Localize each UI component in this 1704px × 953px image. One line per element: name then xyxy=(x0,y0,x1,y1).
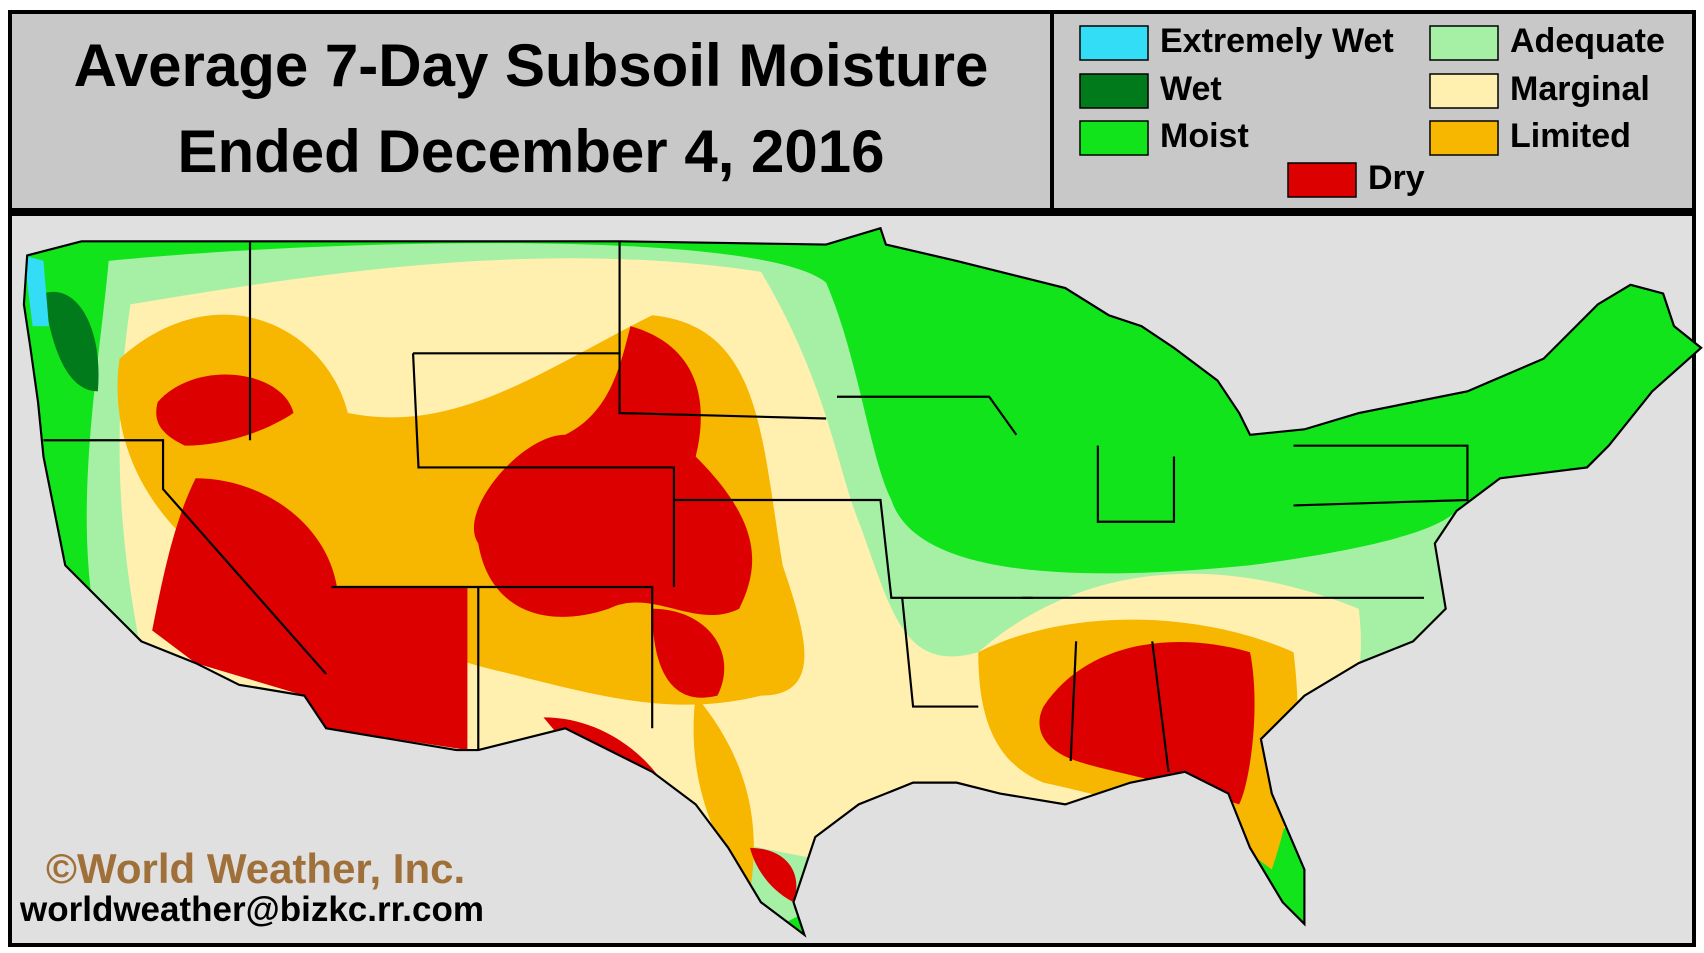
legend-swatch xyxy=(1079,120,1149,156)
legend-box xyxy=(1050,10,1696,212)
email: worldweather@bizkc.rr.com xyxy=(19,890,484,929)
legend-label: Limited xyxy=(1510,117,1631,155)
legend-label: Moist xyxy=(1160,117,1249,155)
dry-area xyxy=(750,847,797,903)
legend-label: Marginal xyxy=(1510,70,1650,108)
legend-swatch xyxy=(1429,120,1499,156)
legend-swatch xyxy=(1079,73,1149,109)
dry-area xyxy=(473,326,753,617)
wet-area xyxy=(43,291,99,392)
dry-area xyxy=(152,478,468,751)
legend-swatch xyxy=(1429,25,1499,61)
dry-area xyxy=(652,608,725,698)
dry-area xyxy=(1039,642,1255,805)
legend-label: Adequate xyxy=(1510,22,1665,60)
extremely-wet-area xyxy=(23,255,49,327)
state-lines xyxy=(43,241,1469,772)
title-line: Average 7-Day Subsoil Moisture xyxy=(74,32,989,99)
legend-label: Wet xyxy=(1160,70,1222,108)
legend: Extremely Wet Wet Moist Adequate Marginal Lim… xyxy=(1079,22,1665,198)
legend-swatch xyxy=(1429,73,1499,109)
limited-area xyxy=(693,695,754,892)
legend-label: Dry xyxy=(1368,159,1425,197)
legend-label: Extremely Wet xyxy=(1160,22,1394,60)
credit: ©World Weather, Inc. xyxy=(46,845,465,892)
title-box xyxy=(8,10,1054,212)
legend-swatch xyxy=(1079,25,1149,61)
title-line: Ended December 4, 2016 xyxy=(177,118,884,185)
legend-swatch xyxy=(1287,162,1357,198)
us-outline xyxy=(22,226,1703,938)
dry-area xyxy=(156,374,294,446)
